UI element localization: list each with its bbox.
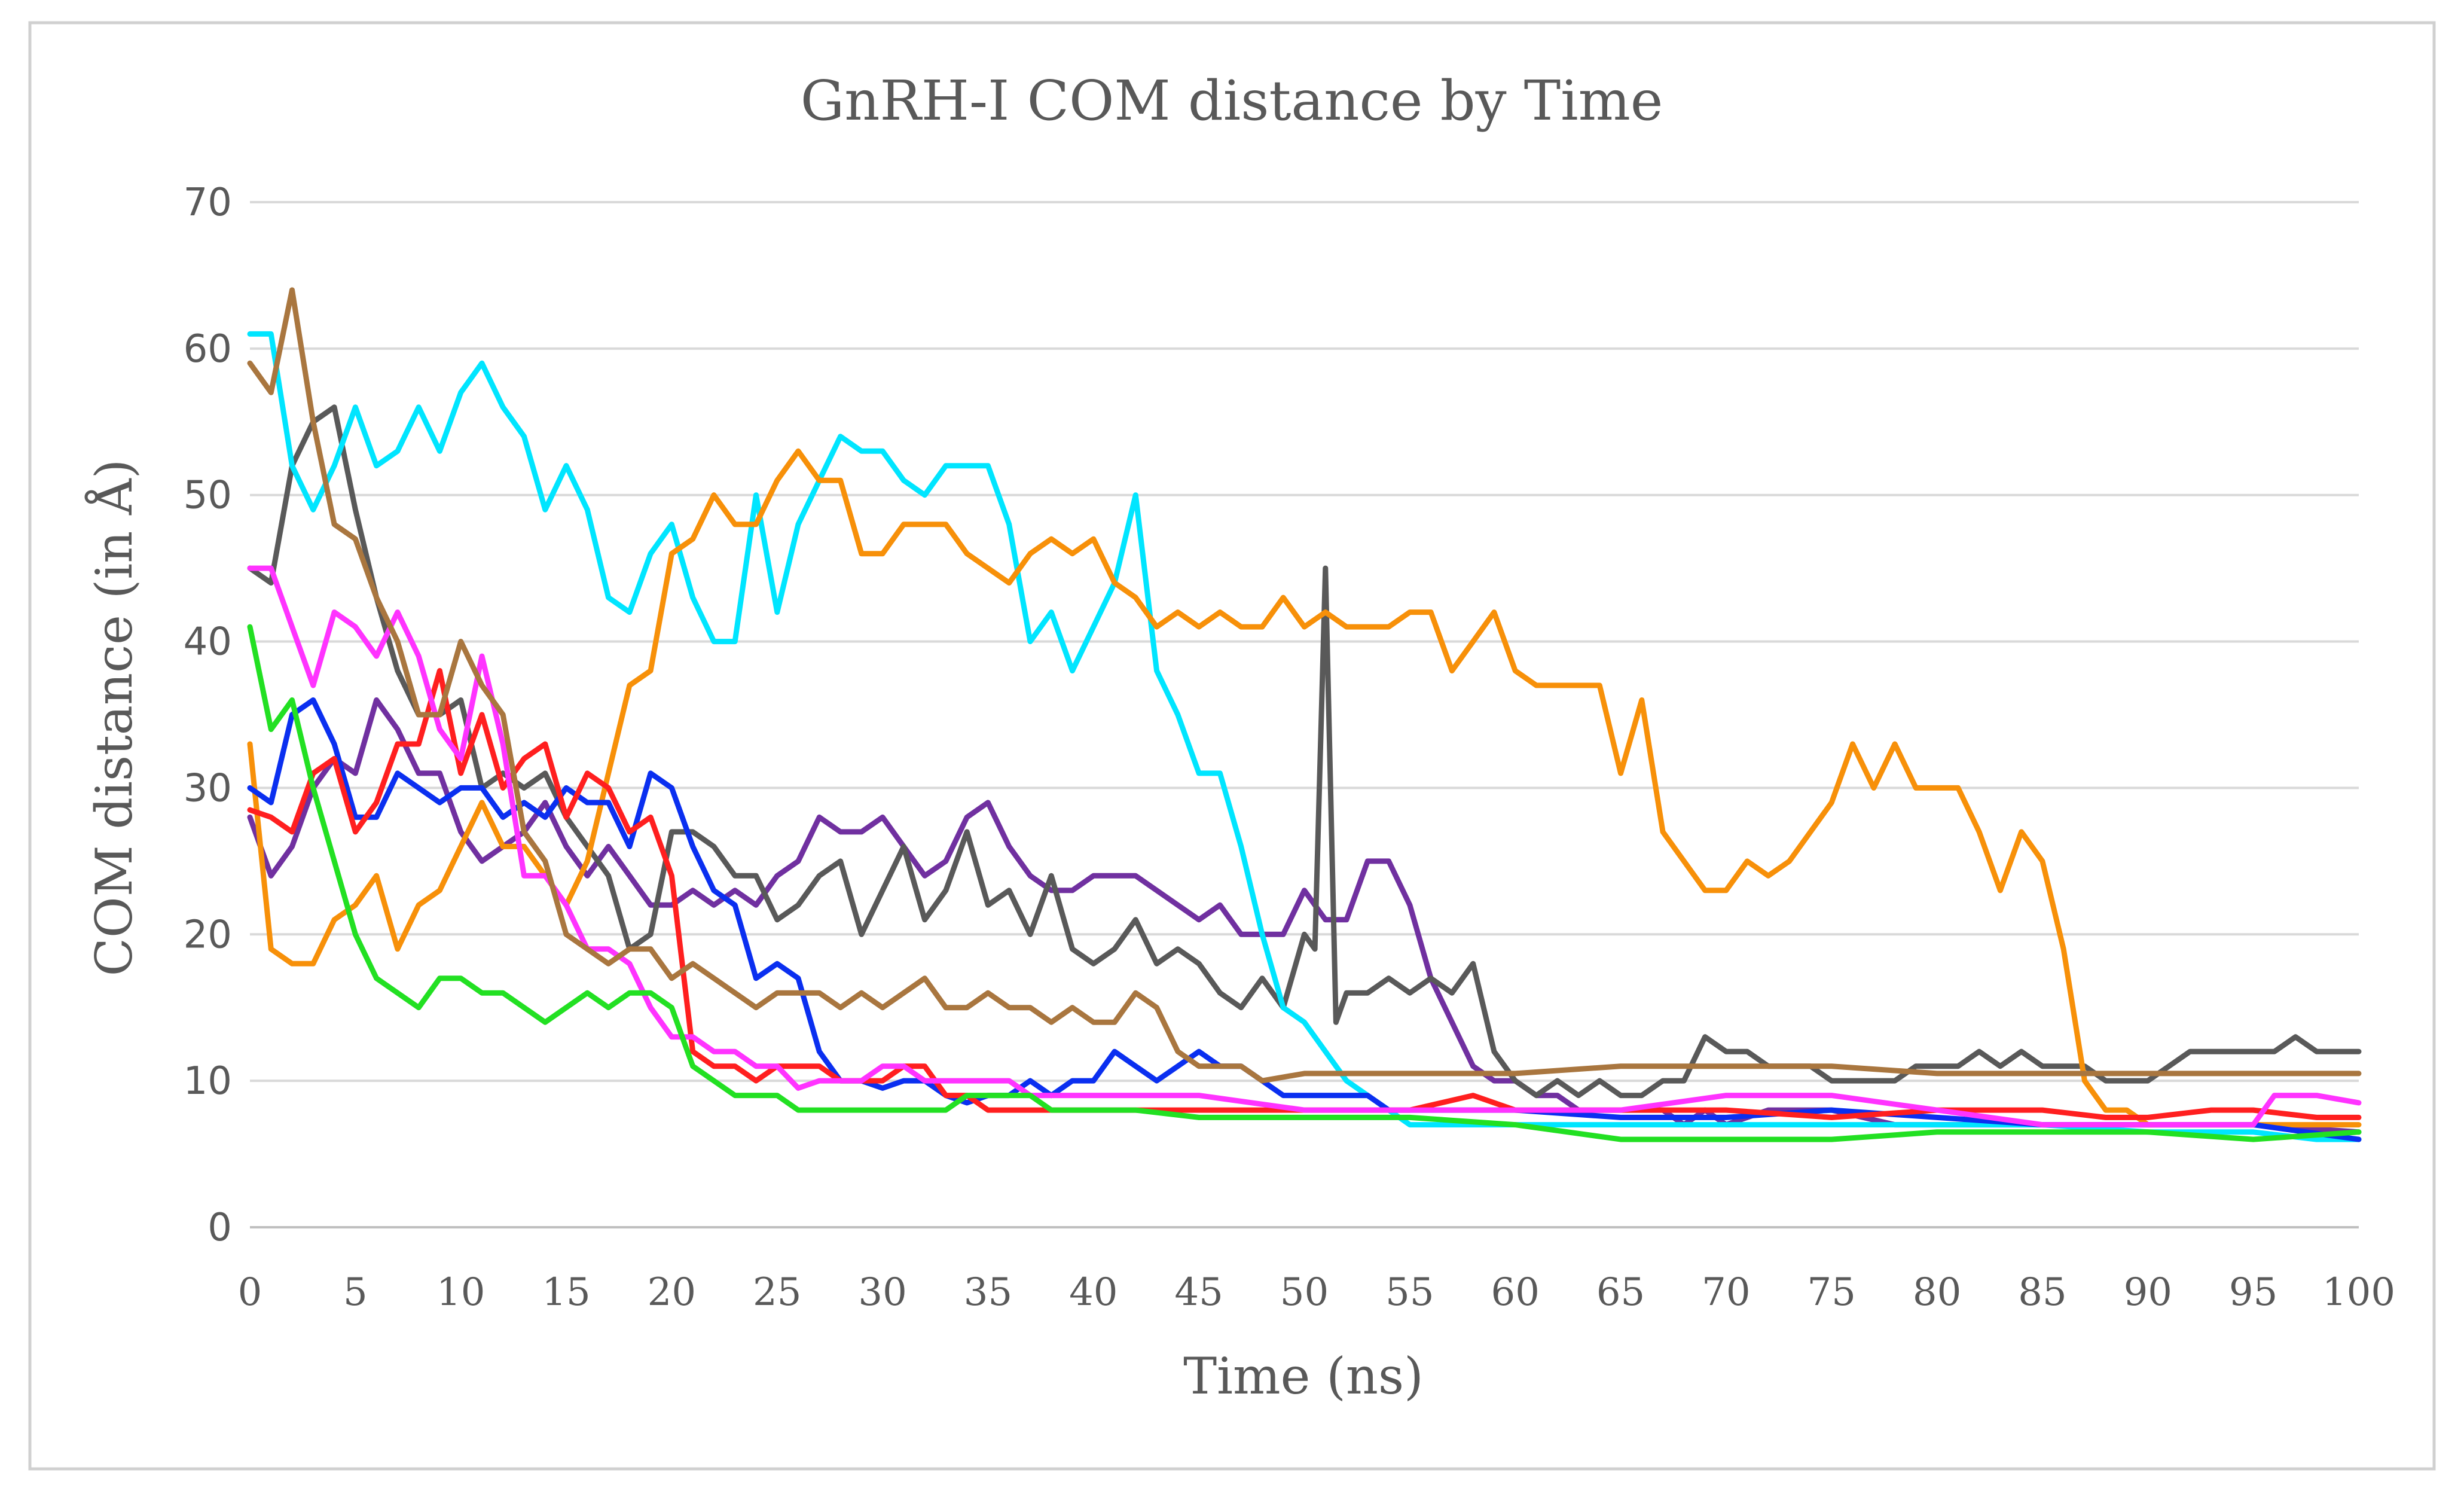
y-tick-label: 30 xyxy=(184,766,232,810)
series-line-2 xyxy=(247,404,2362,1099)
x-tick-label: 15 xyxy=(542,1270,590,1315)
x-tick-label: 75 xyxy=(1807,1270,1856,1315)
series-line-4 xyxy=(247,448,2362,1128)
y-tick-label: 40 xyxy=(184,620,232,664)
x-tick-label: 80 xyxy=(1913,1270,1961,1315)
series-line-9 xyxy=(247,624,2362,1142)
x-axis-title: Time (ns) xyxy=(1183,1347,1424,1405)
x-tick-label: 50 xyxy=(1280,1270,1329,1315)
x-tick-label: 35 xyxy=(964,1270,1012,1315)
y-axis-title: COM distance (in Å) xyxy=(84,459,143,977)
y-tick-label: 0 xyxy=(207,1206,232,1250)
x-tick-label: 65 xyxy=(1596,1270,1645,1315)
x-tick-label: 55 xyxy=(1385,1270,1434,1315)
series-lines xyxy=(247,287,2362,1142)
chart-title: GnRH-I COM distance by Time xyxy=(801,69,1663,133)
x-tick-label: 25 xyxy=(753,1270,801,1315)
y-tick-label: 70 xyxy=(184,181,232,225)
x-tick-label: 5 xyxy=(343,1270,368,1315)
y-tick-label: 50 xyxy=(184,474,232,518)
y-axis-tick-labels: 0 10 20 30 40 50 60 70 xyxy=(184,181,232,1250)
y-tick-label: 10 xyxy=(184,1059,232,1103)
x-tick-label: 95 xyxy=(2229,1270,2277,1315)
series-line-8 xyxy=(247,287,2362,1084)
x-tick-label: 100 xyxy=(2322,1270,2395,1315)
x-axis-tick-labels: 0 5 10 15 20 25 30 35 40 45 50 55 60 65 70 75 80 85 90 95 10… xyxy=(238,1270,2395,1315)
x-tick-label: 45 xyxy=(1174,1270,1223,1315)
x-tick-label: 0 xyxy=(238,1270,262,1315)
x-tick-label: 60 xyxy=(1491,1270,1539,1315)
x-tick-label: 70 xyxy=(1702,1270,1750,1315)
series-line-7 xyxy=(247,565,2362,1128)
y-tick-label: 60 xyxy=(184,327,232,371)
chart-frame xyxy=(28,21,2436,1471)
x-tick-label: 85 xyxy=(2018,1270,2066,1315)
x-tick-label: 10 xyxy=(436,1270,485,1315)
x-tick-label: 20 xyxy=(648,1270,696,1315)
x-tick-label: 40 xyxy=(1069,1270,1117,1315)
y-tick-label: 20 xyxy=(184,913,232,957)
x-tick-label: 30 xyxy=(858,1270,906,1315)
x-tick-label: 90 xyxy=(2124,1270,2172,1315)
